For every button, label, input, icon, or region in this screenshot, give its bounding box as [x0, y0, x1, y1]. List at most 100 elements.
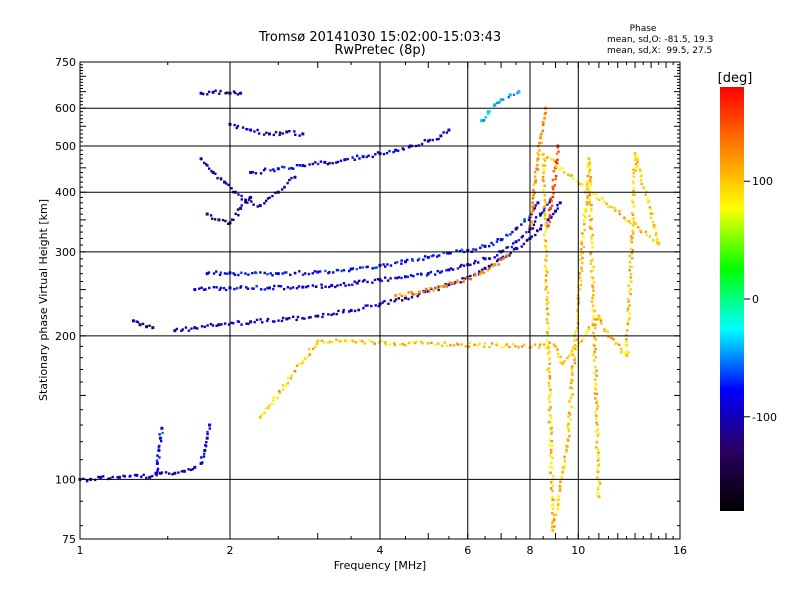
data-point	[568, 354, 571, 358]
data-point	[558, 484, 562, 488]
data-point	[648, 206, 652, 209]
data-point	[653, 224, 656, 227]
data-point	[308, 353, 312, 356]
data-point	[236, 208, 240, 211]
data-point	[596, 454, 600, 457]
data-point	[566, 425, 569, 428]
data-point	[249, 195, 253, 199]
data-point	[277, 284, 280, 288]
data-point	[245, 322, 248, 325]
data-point	[436, 255, 439, 258]
data-point	[591, 276, 595, 280]
data-point	[547, 408, 551, 412]
data-point	[541, 164, 545, 167]
data-point	[530, 220, 533, 223]
y-tick-label: 500	[55, 140, 76, 153]
data-point	[449, 267, 453, 270]
data-point	[396, 260, 399, 264]
data-point	[632, 204, 636, 208]
data-point	[563, 360, 566, 363]
data-point	[632, 175, 636, 178]
data-point	[237, 273, 240, 277]
data-point	[553, 184, 557, 187]
data-point	[551, 529, 555, 533]
data-point	[353, 158, 356, 162]
data-point	[636, 164, 640, 168]
data-point	[286, 382, 289, 385]
data-point	[569, 386, 572, 389]
data-point	[122, 474, 125, 478]
data-point	[558, 201, 562, 205]
data-point	[272, 396, 275, 399]
data-point	[493, 103, 497, 107]
data-point	[210, 217, 214, 220]
data-point	[633, 152, 637, 156]
data-point	[437, 342, 440, 345]
data-point	[570, 378, 573, 382]
data-point	[371, 267, 374, 270]
data-point	[212, 285, 216, 289]
data-point	[488, 267, 491, 270]
data-point	[349, 267, 353, 271]
data-point	[416, 272, 419, 276]
data-point	[315, 285, 318, 288]
data-point	[567, 411, 571, 415]
data-point	[193, 288, 197, 292]
data-point	[263, 271, 266, 275]
data-point	[262, 133, 266, 136]
data-point	[367, 154, 370, 157]
data-point	[438, 254, 441, 257]
data-point	[610, 336, 613, 340]
data-point	[281, 165, 284, 169]
data-point	[615, 342, 619, 345]
data-point	[590, 207, 593, 211]
data-point	[473, 262, 476, 265]
data-point	[267, 404, 271, 407]
data-point	[514, 227, 518, 231]
data-point	[240, 198, 243, 201]
data-point	[363, 278, 366, 282]
data-point	[596, 468, 599, 471]
data-point	[278, 131, 282, 134]
data-point	[145, 476, 148, 480]
data-point	[426, 255, 430, 259]
data-point	[569, 174, 572, 177]
data-point	[550, 444, 554, 447]
data-point	[273, 169, 276, 173]
data-point	[453, 282, 456, 285]
data-point	[483, 342, 487, 345]
data-point	[563, 465, 566, 468]
data-point	[589, 176, 593, 179]
data-point	[656, 237, 659, 240]
data-point	[591, 308, 594, 312]
data-point	[546, 352, 550, 355]
data-point	[594, 347, 597, 351]
data-point	[630, 235, 633, 238]
data-point	[596, 434, 599, 437]
data-point	[281, 384, 285, 387]
data-point	[520, 236, 523, 239]
data-point	[508, 93, 512, 97]
data-point	[597, 451, 600, 454]
data-point	[542, 179, 545, 183]
data-point	[382, 263, 385, 266]
data-point	[207, 271, 211, 274]
data-point	[432, 254, 435, 257]
data-point	[280, 319, 284, 323]
data-point	[551, 511, 554, 515]
data-point	[460, 343, 463, 346]
data-point	[585, 180, 589, 183]
data-point	[439, 285, 442, 288]
data-point	[187, 468, 190, 471]
data-point	[221, 218, 225, 222]
data-point	[253, 320, 256, 324]
y-tick-label: 300	[55, 246, 76, 259]
data-point	[555, 165, 558, 169]
data-point	[473, 274, 477, 277]
data-point	[384, 343, 388, 346]
y-tick-label: 600	[55, 102, 76, 115]
data-points	[78, 89, 661, 533]
data-point	[355, 281, 359, 285]
data-point	[640, 182, 643, 186]
data-point	[579, 253, 582, 256]
